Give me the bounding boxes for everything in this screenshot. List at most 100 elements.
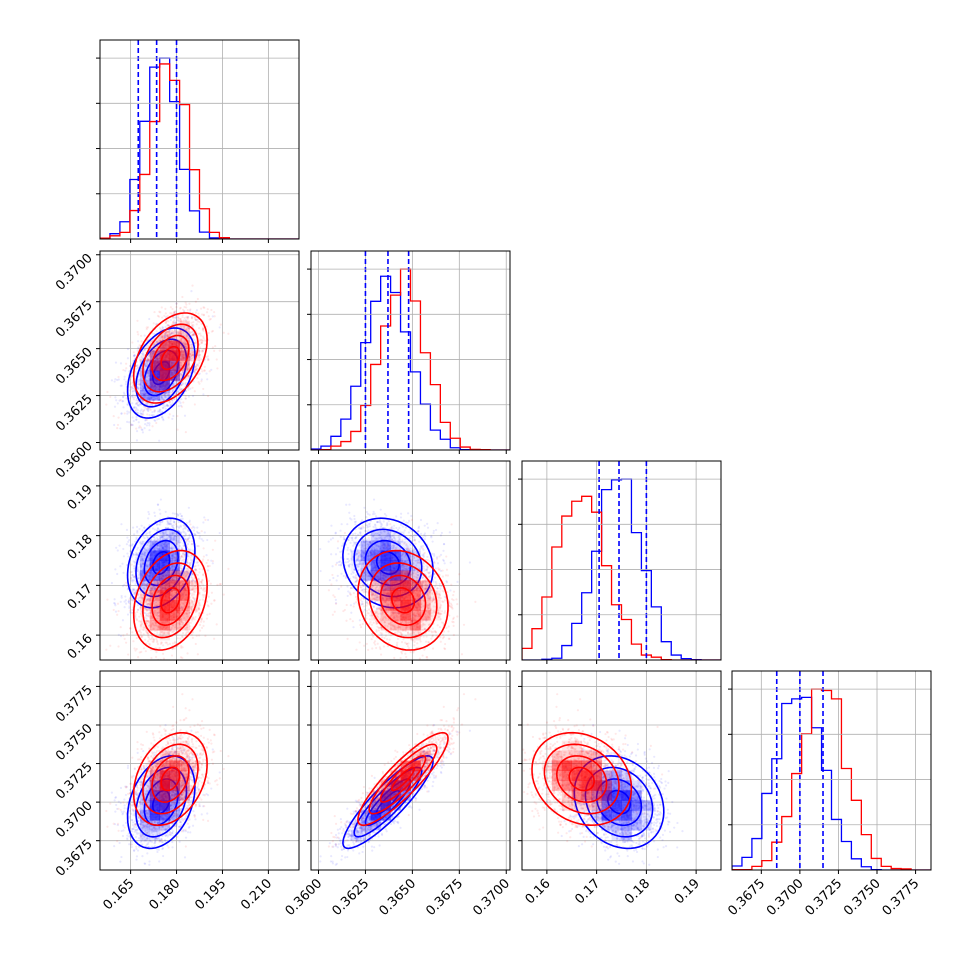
scatter-point-series-1 [147, 344, 150, 348]
scatter-point-series-0 [139, 563, 142, 566]
scatter-point-series-1 [191, 357, 194, 360]
scatter-point-series-0 [182, 332, 185, 335]
scatter-point-series-1 [149, 603, 152, 607]
scatter-point-series-1 [131, 362, 134, 365]
scatter-point-series-1 [157, 350, 160, 353]
scatter-point-series-1 [184, 627, 187, 630]
scatter-point-series-0 [156, 397, 159, 400]
scatter-point-series-0 [171, 567, 174, 570]
scatter-point-series-0 [134, 394, 137, 397]
histogram-series-1 [100, 63, 299, 239]
scatter-point-series-1 [144, 347, 147, 351]
scatter-point-series-0 [134, 562, 137, 565]
scatter-point-series-0 [145, 617, 148, 620]
scatter-point-series-0 [171, 360, 174, 364]
contour-series-1 [151, 334, 190, 382]
scatter-point-series-0 [179, 404, 183, 407]
scatter-point-series-0 [193, 370, 196, 373]
scatter-point-series-0 [146, 397, 149, 401]
scatter-point-series-1 [146, 358, 150, 361]
scatter-point-series-1 [191, 353, 195, 357]
scatter-point-series-0 [161, 548, 164, 551]
scatter-point-series-0 [170, 553, 173, 556]
scatter-point-series-0 [171, 389, 175, 392]
scatter-point-series-0 [161, 546, 164, 550]
scatter-point-series-0 [156, 582, 159, 585]
scatter-point-series-1 [156, 357, 159, 360]
scatter-point-series-0 [190, 348, 193, 352]
scatter-point-series-0 [190, 573, 193, 576]
scatter-point-series-0 [160, 520, 164, 524]
scatter-point-series-1 [193, 315, 196, 319]
scatter-point-series-0 [131, 573, 134, 577]
scatter-point-series-0 [159, 498, 163, 501]
scatter-point-series-0 [141, 354, 144, 357]
scatter-point-series-1 [157, 397, 160, 400]
scatter-point-series-0 [200, 378, 203, 381]
scatter-point-series-0 [155, 341, 158, 344]
scatter-point-series-1 [159, 311, 162, 314]
scatter-point-series-0 [152, 350, 155, 353]
scatter-point-series-1 [142, 647, 146, 650]
scatter-point-series-1 [151, 349, 155, 353]
scatter-point-series-0 [134, 406, 138, 409]
scatter-point-series-0 [159, 512, 162, 515]
scatter-point-series-0 [135, 430, 139, 433]
scatter-point-series-0 [148, 317, 151, 321]
scatter-point-series-0 [126, 410, 129, 413]
scatter-point-series-0 [151, 352, 155, 355]
scatter-point-series-1 [180, 337, 184, 340]
scatter-point-series-0 [180, 559, 183, 562]
scatter-point-series-0 [116, 378, 119, 382]
scatter-point-series-1 [178, 621, 181, 624]
scatter-point-series-0 [151, 587, 154, 590]
scatter-point-series-1 [183, 316, 186, 320]
scatter-point-series-0 [162, 547, 165, 550]
scatter-point-series-0 [171, 554, 174, 557]
scatter-point-series-0 [121, 400, 124, 403]
scatter-point-series-0 [190, 561, 193, 564]
scatter-point-series-1 [190, 321, 193, 324]
scatter-point-series-1 [179, 625, 183, 629]
scatter-point-series-1 [169, 362, 173, 365]
scatter-point-series-1 [138, 383, 141, 386]
scatter-point-series-0 [187, 395, 190, 398]
scatter-point-series-1 [146, 338, 149, 341]
scatter-point-series-0 [156, 418, 159, 421]
scatter-point-series-1 [196, 363, 199, 366]
scatter-point-series-1 [204, 634, 207, 637]
scatter-point-series-1 [216, 583, 219, 586]
scatter-point-series-0 [158, 538, 161, 541]
scatter-point-series-1 [191, 346, 194, 349]
scatter-point-series-0 [141, 559, 145, 562]
scatter-point-series-1 [187, 374, 190, 378]
scatter-point-series-1 [181, 324, 184, 327]
scatter-point-series-0 [144, 554, 147, 557]
scatter-point-series-0 [148, 547, 151, 551]
scatter-point-series-0 [161, 532, 164, 535]
scatter-point-series-1 [205, 325, 208, 328]
scatter-point-series-0 [134, 402, 138, 405]
scatter-point-series-0 [186, 529, 190, 532]
scatter-point-series-0 [117, 633, 120, 636]
scatter-point-series-0 [144, 378, 148, 382]
scatter-point-series-0 [128, 544, 131, 547]
scatter-point-series-0 [141, 552, 144, 555]
scatter-point-series-0 [184, 397, 187, 400]
scatter-point-series-1 [198, 349, 201, 352]
scatter-point-series-0 [120, 596, 123, 599]
scatter-point-series-0 [133, 565, 136, 568]
scatter-point-series-0 [160, 577, 163, 580]
scatter-point-series-1 [190, 316, 193, 320]
scatter-point-series-0 [163, 545, 166, 548]
scatter-point-series-0 [182, 560, 186, 563]
scatter-point-series-0 [155, 322, 158, 325]
scatter-point-series-0 [144, 394, 147, 397]
scatter-point-series-1 [163, 394, 166, 397]
scatter-point-series-0 [143, 537, 146, 540]
scatter-point-series-1 [156, 603, 160, 606]
scatter-point-series-0 [191, 579, 194, 582]
scatter-point-series-1 [178, 332, 181, 336]
scatter-point-series-0 [149, 403, 152, 407]
scatter-point-series-0 [164, 407, 167, 410]
